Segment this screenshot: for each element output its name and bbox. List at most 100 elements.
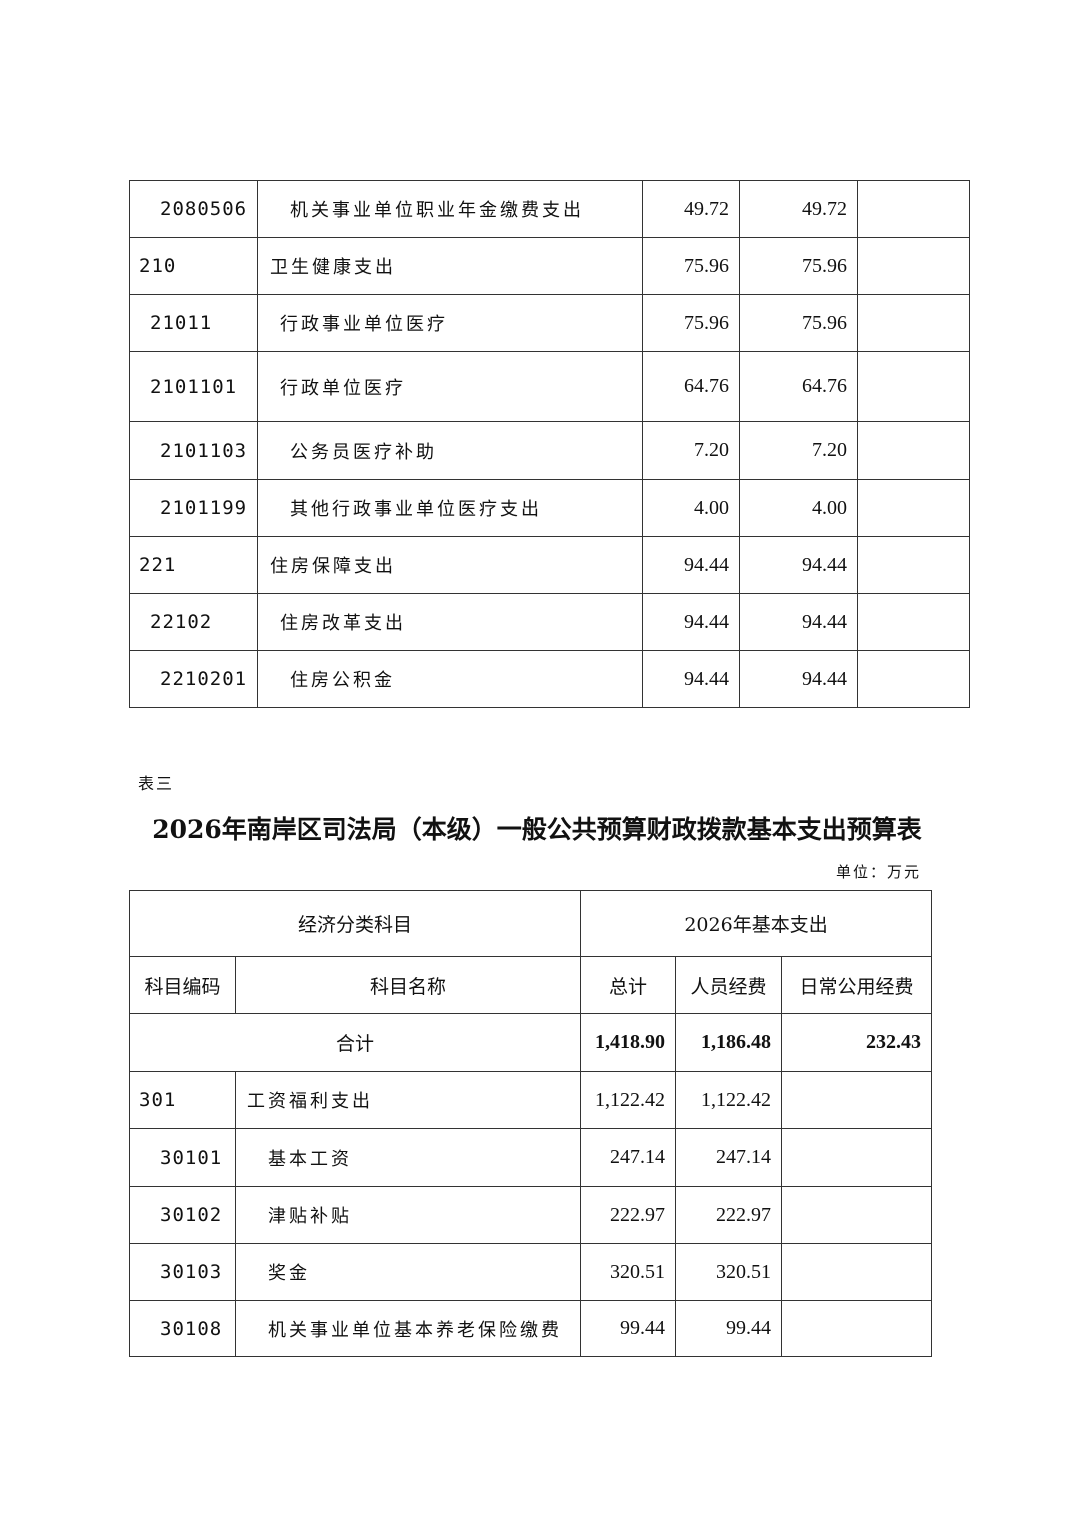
table-row: 21011 行政事业单位医疗 75.96 75.96 <box>129 294 970 352</box>
sum-label: 合计 <box>128 1013 582 1072</box>
cell-code: 2210201 <box>129 650 258 708</box>
cell-name: 机关事业单位基本养老保险缴费 <box>234 1300 582 1357</box>
header-total: 总计 <box>580 956 677 1014</box>
cell-name: 卫生健康支出 <box>257 237 643 295</box>
table-row: 22102 住房改革支出 94.44 94.44 <box>129 593 970 651</box>
header-public: 日常公用经费 <box>781 956 933 1014</box>
cell-total: 320.51 <box>580 1243 677 1301</box>
cell-code: 2101101 <box>129 351 258 422</box>
basic-expenditure-table: 经济分类科目 2026年基本支出 科目编码 科目名称 总计 人员经费 日常公用经… <box>128 890 933 1357</box>
cell-personnel: 1,122.42 <box>675 1071 783 1129</box>
cell-name: 住房保障支出 <box>257 536 643 594</box>
cell-name: 工资福利支出 <box>234 1071 582 1129</box>
cell-name: 行政单位医疗 <box>257 351 643 422</box>
cell-public <box>857 351 970 422</box>
sum-public: 232.43 <box>781 1013 933 1072</box>
cell-code: 2101199 <box>129 479 258 537</box>
sum-total: 1,418.90 <box>580 1013 677 1072</box>
cell-total: 7.20 <box>642 421 740 480</box>
cell-total: 75.96 <box>642 294 740 352</box>
cell-total: 99.44 <box>580 1300 677 1357</box>
table-row: 2101101 行政单位医疗 64.76 64.76 <box>129 351 970 422</box>
sum-row: 合计 1,418.90 1,186.48 232.43 <box>128 1013 933 1072</box>
cell-personnel: 75.96 <box>739 237 858 295</box>
cell-code: 2101103 <box>129 421 258 480</box>
table-row: 30108 机关事业单位基本养老保险缴费 99.44 99.44 <box>129 1300 933 1357</box>
cell-public <box>857 180 970 238</box>
cell-personnel: 7.20 <box>739 421 858 480</box>
budget-table-continued: 2080506 机关事业单位职业年金缴费支出 49.72 49.72 210 卫生健康支出… <box>129 180 970 708</box>
table-row: 30103 奖金 320.51 320.51 <box>129 1243 933 1301</box>
cell-public <box>857 294 970 352</box>
cell-personnel: 75.96 <box>739 294 858 352</box>
unit-label: 单位：万元 <box>835 863 921 881</box>
table-row: 2101199 其他行政事业单位医疗支出 4.00 4.00 <box>129 479 970 537</box>
cell-personnel: 94.44 <box>739 536 858 594</box>
table-row: 30101 基本工资 247.14 247.14 <box>129 1128 933 1187</box>
cell-code: 30102 <box>129 1186 236 1244</box>
cell-code: 21011 <box>129 294 258 352</box>
cell-total: 94.44 <box>642 536 740 594</box>
cell-public <box>857 536 970 594</box>
table-row: 301 工资福利支出 1,122.42 1,122.42 <box>129 1071 933 1129</box>
cell-personnel: 320.51 <box>675 1243 783 1301</box>
cell-personnel: 222.97 <box>675 1186 783 1244</box>
cell-personnel: 94.44 <box>739 593 858 651</box>
cell-name: 住房改革支出 <box>257 593 643 651</box>
cell-public <box>781 1128 933 1187</box>
cell-name: 行政事业单位医疗 <box>257 294 643 352</box>
table-row: 2210201 住房公积金 94.44 94.44 <box>129 650 970 708</box>
cell-total: 94.44 <box>642 650 740 708</box>
sum-personnel: 1,186.48 <box>675 1013 783 1072</box>
cell-total: 49.72 <box>642 180 740 238</box>
cell-total: 75.96 <box>642 237 740 295</box>
cell-total: 64.76 <box>642 351 740 422</box>
cell-total: 247.14 <box>580 1128 677 1187</box>
cell-personnel: 49.72 <box>739 180 858 238</box>
cell-code: 30101 <box>129 1128 236 1187</box>
cell-name: 基本工资 <box>234 1128 582 1187</box>
cell-code: 22102 <box>129 593 258 651</box>
table-row: 221 住房保障支出 94.44 94.44 <box>129 536 970 594</box>
cell-total: 94.44 <box>642 593 740 651</box>
cell-name: 机关事业单位职业年金缴费支出 <box>257 180 643 238</box>
cell-personnel: 94.44 <box>739 650 858 708</box>
header-row: 科目编码 科目名称 总计 人员经费 日常公用经费 <box>129 956 933 1014</box>
cell-code: 301 <box>129 1071 236 1129</box>
header-economic-class: 经济分类科目 <box>128 890 582 957</box>
cell-code: 30108 <box>129 1300 236 1357</box>
header-basic-expenditure: 2026年基本支出 <box>580 890 933 957</box>
cell-public <box>857 593 970 651</box>
cell-code: 2080506 <box>129 180 258 238</box>
header-code: 科目编码 <box>129 956 236 1014</box>
cell-personnel: 99.44 <box>675 1300 783 1357</box>
cell-public <box>781 1300 933 1357</box>
cell-total: 222.97 <box>580 1186 677 1244</box>
cell-name: 其他行政事业单位医疗支出 <box>257 479 643 537</box>
cell-public <box>781 1243 933 1301</box>
cell-public <box>857 237 970 295</box>
cell-public <box>857 421 970 480</box>
cell-total: 1,122.42 <box>580 1071 677 1129</box>
cell-name: 公务员医疗补助 <box>257 421 643 480</box>
cell-name: 奖金 <box>234 1243 582 1301</box>
cell-personnel: 4.00 <box>739 479 858 537</box>
cell-public <box>781 1071 933 1129</box>
header-group-row: 经济分类科目 2026年基本支出 <box>128 890 933 957</box>
table-row: 2101103 公务员医疗补助 7.20 7.20 <box>129 421 970 480</box>
cell-total: 4.00 <box>642 479 740 537</box>
cell-code: 221 <box>129 536 258 594</box>
cell-public <box>781 1186 933 1244</box>
cell-public <box>857 650 970 708</box>
table-title: 2026年南岸区司法局（本级）一般公共预算财政拨款基本支出预算表 <box>152 815 922 844</box>
header-name: 科目名称 <box>234 956 582 1014</box>
table-row: 30102 津贴补贴 222.97 222.97 <box>129 1186 933 1244</box>
cell-code: 210 <box>129 237 258 295</box>
table-label: 表三 <box>138 774 175 793</box>
table-row: 210 卫生健康支出 75.96 75.96 <box>129 237 970 295</box>
cell-personnel: 247.14 <box>675 1128 783 1187</box>
table-row: 2080506 机关事业单位职业年金缴费支出 49.72 49.72 <box>129 180 970 238</box>
cell-name: 津贴补贴 <box>234 1186 582 1244</box>
header-personnel: 人员经费 <box>675 956 783 1014</box>
cell-public <box>857 479 970 537</box>
